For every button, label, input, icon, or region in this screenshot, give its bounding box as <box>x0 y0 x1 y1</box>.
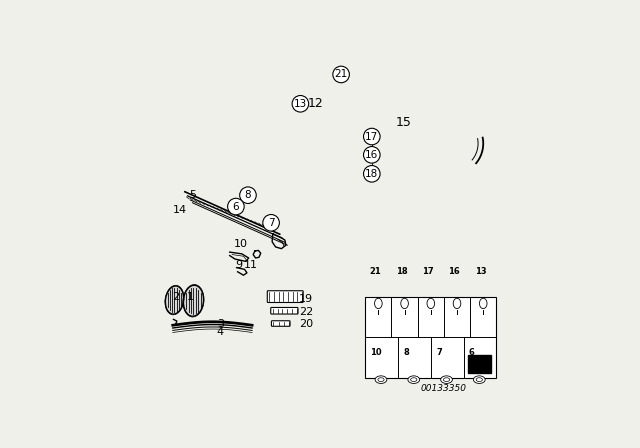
Ellipse shape <box>165 286 184 314</box>
Text: 16: 16 <box>449 267 460 276</box>
Ellipse shape <box>378 378 384 382</box>
Circle shape <box>292 95 308 112</box>
Text: 15: 15 <box>396 116 412 129</box>
Text: 7: 7 <box>268 218 275 228</box>
Text: 13: 13 <box>475 267 486 276</box>
Text: 3: 3 <box>217 319 224 328</box>
Ellipse shape <box>444 378 450 382</box>
Text: 14: 14 <box>173 205 188 215</box>
Text: 2: 2 <box>172 292 179 302</box>
Text: 10: 10 <box>371 348 382 357</box>
Text: 12: 12 <box>307 97 323 110</box>
Text: 22: 22 <box>299 307 314 317</box>
Text: 00133350: 00133350 <box>421 384 467 393</box>
Ellipse shape <box>408 376 420 383</box>
Ellipse shape <box>474 376 485 383</box>
Ellipse shape <box>375 376 387 383</box>
Circle shape <box>333 66 349 83</box>
Circle shape <box>228 198 244 215</box>
Ellipse shape <box>441 376 452 383</box>
Text: 18: 18 <box>396 267 408 276</box>
Text: 1: 1 <box>186 292 193 302</box>
Bar <box>467 355 491 373</box>
Circle shape <box>240 187 256 203</box>
Text: 16: 16 <box>365 150 378 160</box>
Text: 9: 9 <box>236 260 243 270</box>
Text: 17: 17 <box>365 132 378 142</box>
Text: 13: 13 <box>294 99 307 109</box>
FancyBboxPatch shape <box>268 291 303 302</box>
Circle shape <box>364 146 380 163</box>
Text: 6: 6 <box>232 202 239 211</box>
Text: 6: 6 <box>469 348 475 357</box>
Ellipse shape <box>476 378 483 382</box>
Ellipse shape <box>374 298 382 309</box>
Circle shape <box>364 128 380 145</box>
Bar <box>365 297 497 378</box>
Text: 8: 8 <box>244 190 252 200</box>
Text: 8: 8 <box>403 348 409 357</box>
Text: 10: 10 <box>234 239 248 249</box>
Text: 7: 7 <box>436 348 442 357</box>
Text: 5: 5 <box>189 190 196 200</box>
Circle shape <box>263 215 280 231</box>
Text: 11: 11 <box>243 260 257 270</box>
Text: 17: 17 <box>422 267 434 276</box>
Text: 19: 19 <box>300 294 314 304</box>
Ellipse shape <box>184 285 204 316</box>
Text: 21: 21 <box>335 69 348 79</box>
Text: 4: 4 <box>217 327 224 337</box>
Ellipse shape <box>401 298 408 309</box>
Ellipse shape <box>479 298 487 309</box>
Ellipse shape <box>411 378 417 382</box>
Text: 21: 21 <box>370 267 381 276</box>
Ellipse shape <box>453 298 461 309</box>
Text: 18: 18 <box>365 169 378 179</box>
Text: 20: 20 <box>300 319 314 328</box>
FancyBboxPatch shape <box>271 321 290 326</box>
Ellipse shape <box>427 298 435 309</box>
Circle shape <box>364 165 380 182</box>
FancyBboxPatch shape <box>271 307 298 314</box>
